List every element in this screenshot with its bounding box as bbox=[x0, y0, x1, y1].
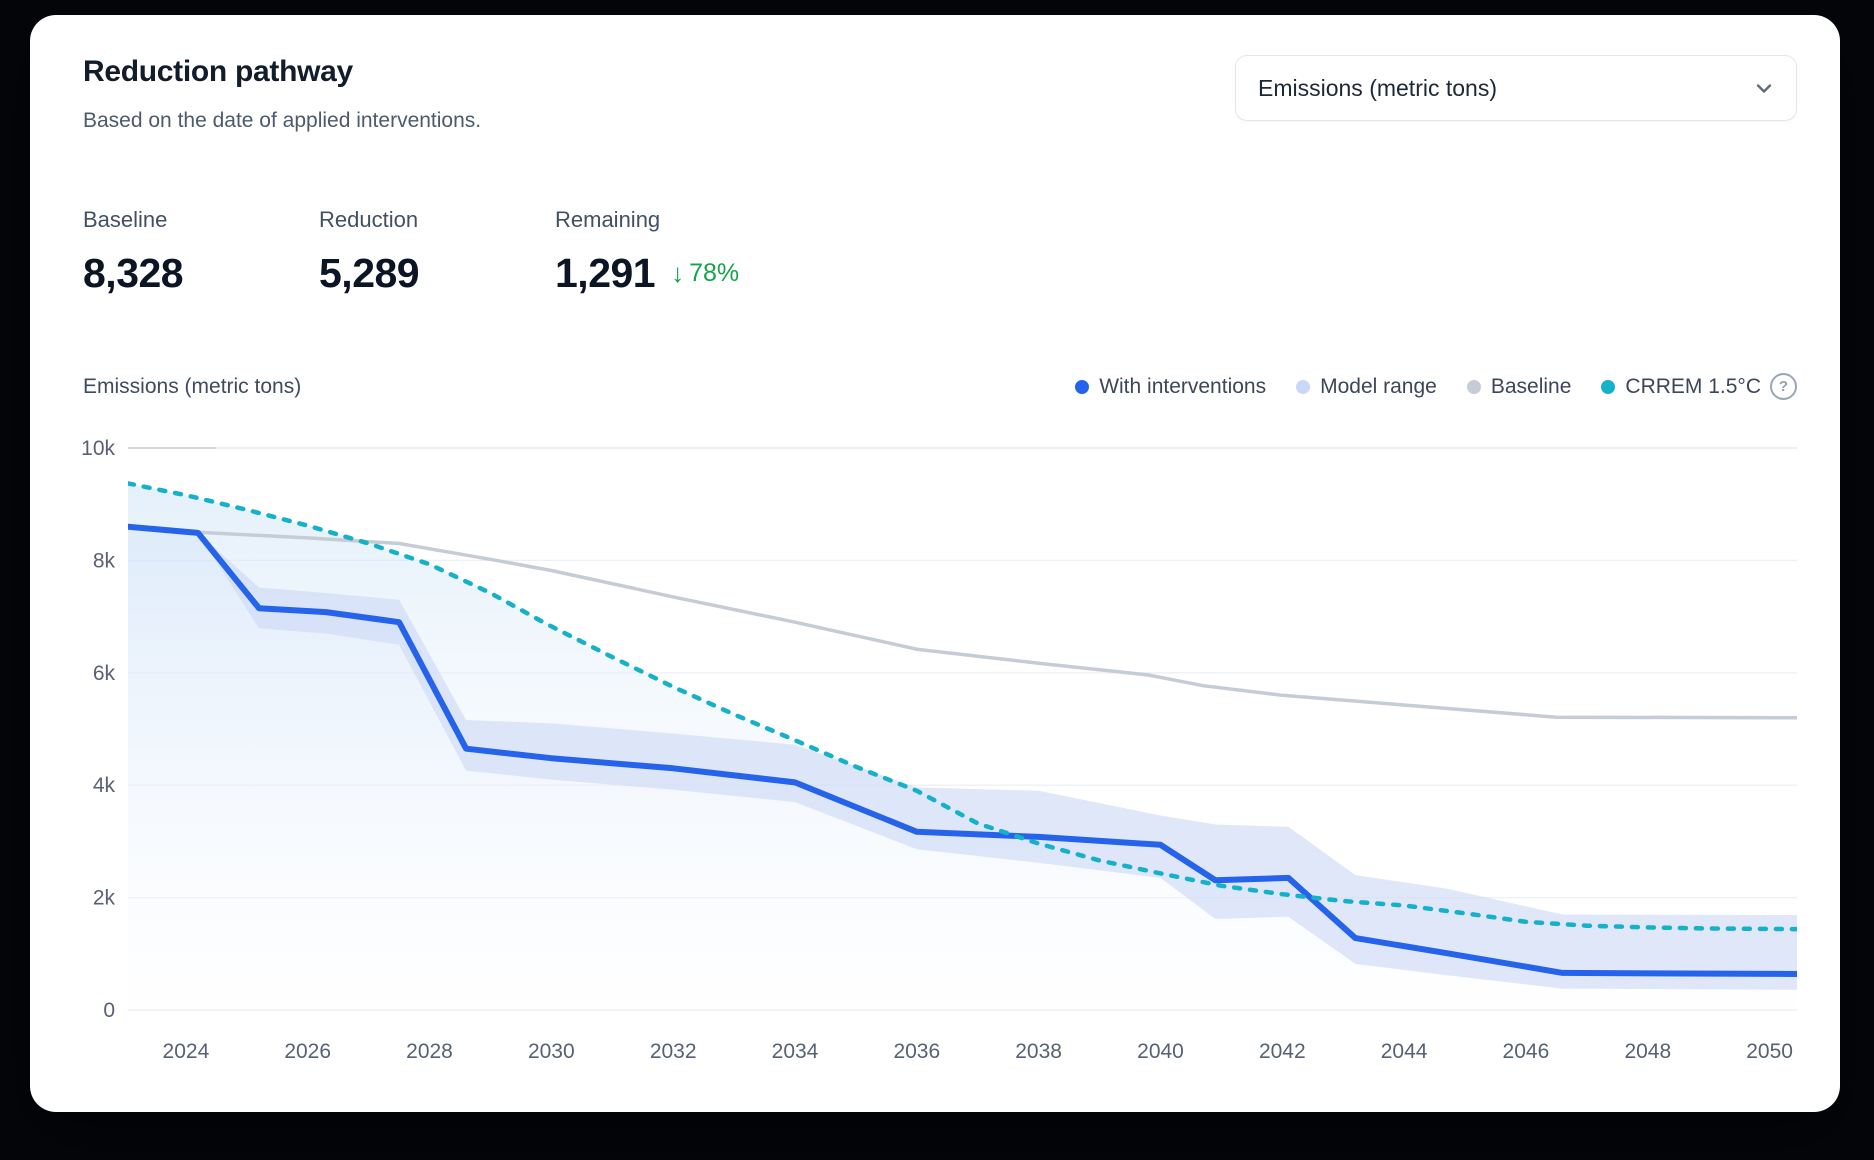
question-mark-icon: ? bbox=[1778, 378, 1789, 395]
legend-item-crrem: CRREM 1.5°C ? bbox=[1601, 373, 1797, 400]
legend-dot bbox=[1296, 379, 1311, 394]
stat-label: Remaining bbox=[555, 207, 661, 232]
x-tick-label: 2040 bbox=[1137, 1040, 1184, 1063]
legend-dot bbox=[1075, 379, 1090, 394]
x-tick-label: 2030 bbox=[528, 1040, 575, 1063]
x-tick-label: 2036 bbox=[893, 1040, 940, 1063]
x-tick-label: 2050 bbox=[1746, 1040, 1793, 1063]
legend-dot bbox=[1601, 379, 1616, 394]
stat-value: 8,328 bbox=[83, 250, 184, 296]
y-tick-label: 6k bbox=[93, 662, 116, 685]
y-tick-label: 4k bbox=[93, 774, 116, 797]
legend-item-model-range: Model range bbox=[1296, 375, 1437, 399]
unit-dropdown-value: Emissions (metric tons) bbox=[1258, 74, 1497, 101]
area-interventions bbox=[128, 526, 1797, 1010]
legend-label: With interventions bbox=[1099, 374, 1267, 398]
model-range-band bbox=[198, 532, 1797, 990]
stat-delta-percent: 78% bbox=[689, 259, 740, 287]
interventions-line bbox=[128, 523, 1797, 977]
stat-value: 5,289 bbox=[319, 250, 420, 296]
stat-label: Baseline bbox=[83, 207, 168, 232]
x-tick-label: 2026 bbox=[284, 1040, 331, 1063]
chevron-down-icon bbox=[1752, 76, 1776, 100]
stat-remaining: Remaining 1,291 ↓ 78% bbox=[555, 207, 791, 297]
stat-label: Reduction bbox=[319, 207, 419, 232]
y-axis-title: Emissions (metric tons) bbox=[83, 374, 302, 398]
crrem-line bbox=[128, 481, 1797, 932]
x-tick-label: 2028 bbox=[406, 1040, 453, 1063]
page-title: Reduction pathway bbox=[83, 55, 353, 88]
x-tick-label: 2038 bbox=[1015, 1040, 1062, 1063]
stats-row: Baseline 8,328 Reduction 5,289 Remaining… bbox=[83, 207, 791, 297]
x-tick-label: 2048 bbox=[1624, 1040, 1671, 1063]
emissions-chart: 10k 8k 6k 4k 2k 0 2024 2026 2028 2030 2032 2034 2036… bbox=[81, 437, 1797, 1063]
x-tick-label: 2046 bbox=[1503, 1040, 1550, 1063]
baseline-line bbox=[196, 530, 1797, 720]
legend-label: Model range bbox=[1320, 374, 1437, 398]
gridlines: 10k 8k 6k 4k 2k 0 2024 2026 2028 2030 2032 2034 2036… bbox=[81, 437, 1797, 1063]
legend-label: CRREM 1.5°C bbox=[1625, 374, 1761, 398]
legend-dot bbox=[1466, 379, 1481, 394]
x-tick-label: 2042 bbox=[1259, 1040, 1306, 1063]
legend-item-with-interventions: With interventions bbox=[1075, 375, 1266, 399]
x-tick-label: 2044 bbox=[1381, 1040, 1428, 1063]
crrem-help-button[interactable]: ? bbox=[1770, 373, 1797, 400]
chart-card: 10k 8k 6k 4k 2k 0 2024 2026 2028 2030 2032 2034 2036… bbox=[30, 15, 1840, 1112]
x-tick-label: 2024 bbox=[163, 1040, 210, 1063]
legend-item-baseline: Baseline bbox=[1466, 374, 1572, 399]
stat-baseline: Baseline 8,328 bbox=[83, 207, 319, 297]
plot-area bbox=[128, 481, 1797, 1010]
stat-reduction: Reduction 5,289 bbox=[319, 207, 555, 297]
unit-dropdown[interactable]: Emissions (metric tons) bbox=[1235, 55, 1797, 121]
y-tick-label: 2k bbox=[93, 887, 116, 910]
y-tick-label: 0 bbox=[103, 999, 115, 1022]
stat-value: 1,291 bbox=[555, 250, 656, 296]
y-tick-label: 8k bbox=[93, 549, 116, 572]
chart-header-row: Emissions (metric tons) With interventio… bbox=[83, 373, 1797, 400]
x-tick-label: 2032 bbox=[650, 1040, 697, 1063]
down-arrow-icon: ↓ bbox=[671, 258, 685, 288]
area-crrem bbox=[128, 483, 1797, 1010]
stat-delta: ↓ 78% bbox=[671, 258, 739, 289]
legend-label: Baseline bbox=[1490, 374, 1572, 398]
y-tick-label: 10k bbox=[81, 437, 115, 460]
x-tick-label: 2034 bbox=[772, 1040, 819, 1063]
page-subtitle: Based on the date of applied interventio… bbox=[83, 109, 482, 132]
chart-legend: With interventions Model range Baseline … bbox=[1045, 373, 1797, 400]
